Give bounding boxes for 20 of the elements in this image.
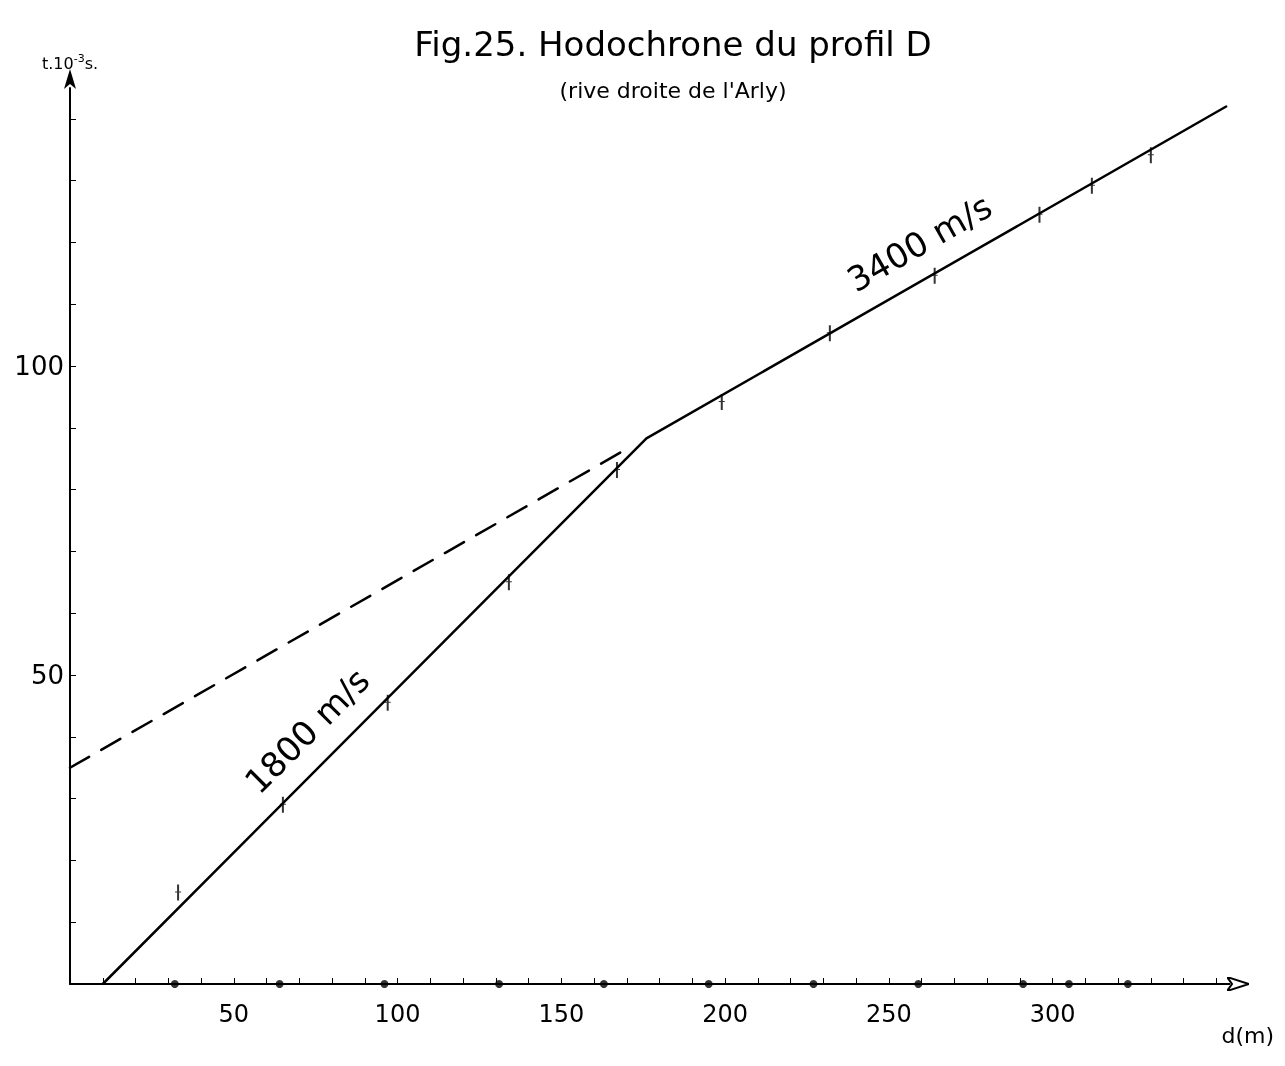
point [1064, 980, 1073, 988]
point [914, 980, 923, 988]
x-tick-label: 100 [374, 1000, 421, 1028]
point [170, 980, 179, 988]
x-tick-label: 250 [865, 1000, 912, 1028]
point [1019, 980, 1028, 988]
x-tick-label: 150 [538, 1000, 585, 1028]
x-tick-label: 50 [218, 1000, 250, 1028]
chart-subtitle: (rive droite de l'Arly) [559, 77, 787, 103]
point [275, 980, 284, 988]
point [380, 980, 389, 988]
point [1123, 980, 1132, 988]
point [495, 980, 504, 988]
x-tick-label: 300 [1029, 1000, 1076, 1028]
point [809, 980, 818, 988]
point [704, 980, 713, 988]
x-axis-title: d(m) [1221, 1022, 1274, 1048]
x-tick-label: 200 [702, 1000, 748, 1028]
point [599, 980, 608, 988]
chart-title: Fig.25. Hodochrone du profil D [414, 24, 932, 64]
